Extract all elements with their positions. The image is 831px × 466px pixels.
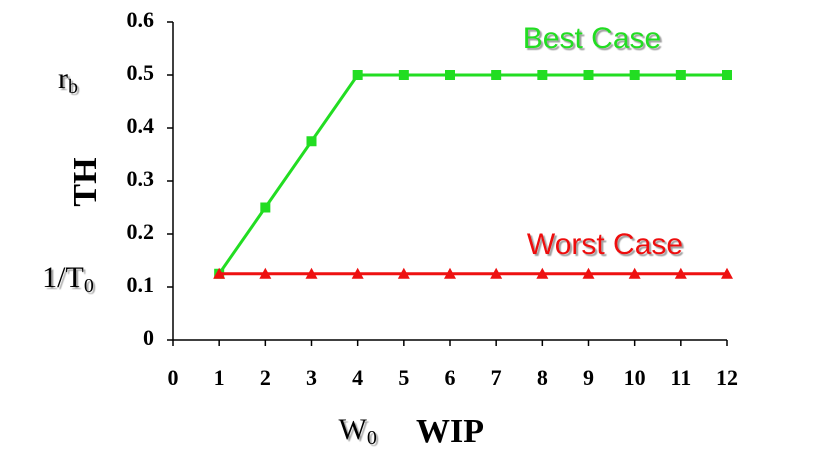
x-tick-label: 3 xyxy=(306,365,317,390)
x-tick-label: 1 xyxy=(214,365,225,390)
x-tick-label: 4 xyxy=(352,365,363,390)
annotation: W0 xyxy=(339,413,377,449)
x-tick-label: 10 xyxy=(624,365,646,390)
x-tick-label: 6 xyxy=(445,365,456,390)
x-tick-label: 8 xyxy=(537,365,548,390)
marker xyxy=(305,267,318,279)
marker xyxy=(722,70,732,80)
marker xyxy=(445,70,455,80)
x-tick-label: 5 xyxy=(398,365,409,390)
marker xyxy=(491,70,502,80)
y-tick-label: 0.6 xyxy=(127,7,155,32)
marker xyxy=(213,267,226,279)
marker xyxy=(490,267,503,279)
y-axis-label: TH xyxy=(67,157,104,206)
series-label: Worst Case xyxy=(527,228,683,261)
marker xyxy=(628,267,641,279)
marker xyxy=(674,267,687,279)
marker xyxy=(675,70,686,80)
x-tick-label: 9 xyxy=(583,365,594,390)
marker xyxy=(259,267,272,279)
x-axis-label: WIP xyxy=(416,413,484,450)
y-tick-label: 0.2 xyxy=(127,219,155,244)
y-tick-label: 0.4 xyxy=(127,113,155,138)
x-tick-label: 0 xyxy=(168,365,179,390)
marker xyxy=(444,267,456,279)
x-tick-label: 7 xyxy=(491,365,502,390)
x-tick-label: 2 xyxy=(260,365,271,390)
annotation: 1/T0 xyxy=(42,261,94,297)
y-tick-label: 0 xyxy=(143,325,154,350)
marker xyxy=(260,202,271,213)
x-tick-label: 11 xyxy=(670,365,691,390)
marker xyxy=(397,267,410,279)
marker xyxy=(721,267,733,279)
y-tick-label: 0.3 xyxy=(127,166,155,191)
annotation-sub: b xyxy=(68,76,78,98)
marker xyxy=(351,267,364,279)
series-line xyxy=(217,73,727,275)
y-tick-label: 0.5 xyxy=(127,60,155,85)
annotation-sub: 0 xyxy=(84,274,94,296)
annotation-sub: 0 xyxy=(367,427,377,449)
annotation-text: 1/T xyxy=(42,261,84,294)
marker xyxy=(582,267,595,279)
series-label: Best Case xyxy=(523,22,661,55)
marker xyxy=(537,70,548,80)
annotation: rb xyxy=(58,62,78,98)
marker xyxy=(352,70,363,80)
x-tick-label: 12 xyxy=(716,365,738,390)
annotation-text: W xyxy=(339,413,368,446)
marker xyxy=(629,70,640,80)
y-tick-label: 0.1 xyxy=(127,272,155,297)
annotation-text: r xyxy=(58,62,68,95)
marker xyxy=(398,70,409,80)
marker xyxy=(583,70,594,80)
marker xyxy=(306,136,317,147)
marker xyxy=(536,267,549,279)
